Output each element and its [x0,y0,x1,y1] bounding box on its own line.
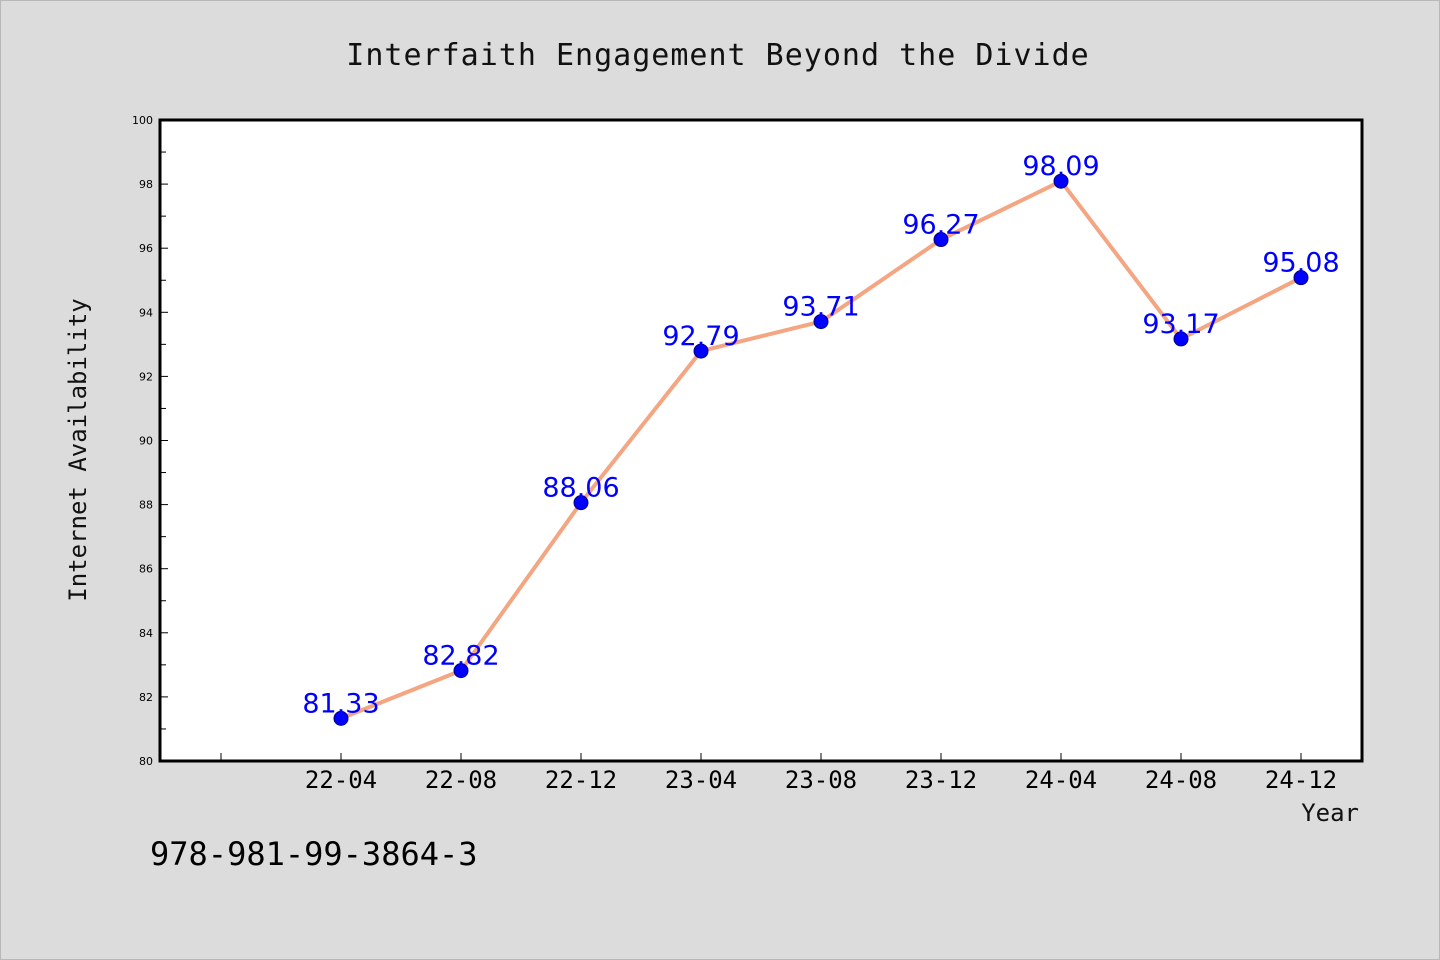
y-tick-label: 86 [139,563,153,576]
x-tick-label: 24-08 [1145,766,1217,794]
y-tick-label: 100 [132,114,153,127]
y-axis: 80 82 84 86 88 90 92 94 96 98 100 [132,114,168,768]
y-tick-label: 92 [139,370,153,383]
data-point [333,710,349,726]
chart-title: Interfaith Engagement Beyond the Divide [346,38,1089,73]
plot-area [158,118,1364,763]
y-tick-label: 94 [139,306,153,319]
x-tick-label: 23-12 [905,766,977,794]
y-tick-label: 90 [139,435,153,448]
data-label: 98.09 [1022,151,1099,182]
x-tick-label: 23-08 [785,766,857,794]
isbn-text: 978-981-99-3864-3 [150,835,478,873]
data-label: 92.79 [662,321,739,352]
y-tick-label: 96 [139,242,153,255]
x-tick-label: 24-12 [1265,766,1337,794]
x-tick-label: 22-04 [305,766,377,794]
data-label: 82.82 [422,641,499,672]
data-label: 81.33 [302,688,379,719]
y-tick-label: 82 [139,691,153,704]
x-axis-label: Year [1301,799,1359,827]
data-point [933,232,949,248]
x-tick-label: 23-04 [665,766,737,794]
y-tick-label: 88 [139,499,153,512]
data-label: 88.06 [542,473,619,504]
y-tick-label: 98 [139,178,153,191]
y-tick-label: 84 [139,627,153,640]
x-tick-label: 24-04 [1025,766,1097,794]
data-point [1293,270,1309,286]
data-point [813,314,829,330]
data-label-group: 81.33 82.82 88.06 92.79 93.71 96.27 98.09 93.17… [302,151,1339,719]
y-axis-label: Internet Availability [64,298,92,601]
x-tick-label: 22-08 [425,766,497,794]
data-point [453,663,469,679]
series-line-group [333,173,1309,726]
data-label: 96.27 [902,210,979,241]
data-point [693,343,709,359]
y-tick-label: 80 [139,755,153,768]
x-tick-label: 22-12 [545,766,617,794]
data-point [1053,173,1069,189]
data-point [1173,331,1189,347]
data-point [573,495,589,511]
data-label: 93.17 [1142,309,1219,340]
data-label: 95.08 [1262,248,1339,279]
x-axis: 22-04 22-08 22-12 23-04 23-08 23-12 24-04 24-08… [220,753,1337,794]
data-label: 93.71 [782,292,859,323]
